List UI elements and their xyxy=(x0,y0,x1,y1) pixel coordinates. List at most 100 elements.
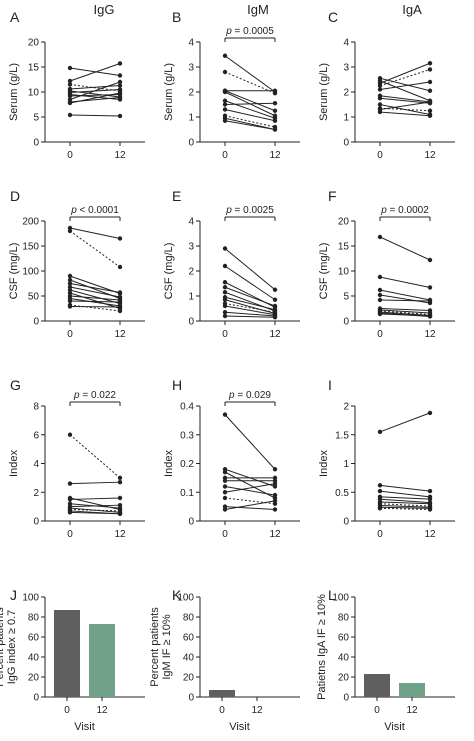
series-line xyxy=(379,97,431,104)
y-tick-label: 4 xyxy=(188,217,194,228)
series-line xyxy=(69,497,121,500)
data-point xyxy=(67,228,73,234)
y-tick-label: 2 xyxy=(343,402,349,413)
data-point xyxy=(272,118,278,123)
x-tick-label: 12 xyxy=(406,705,418,716)
data-point xyxy=(377,234,383,240)
series-line xyxy=(379,501,431,505)
y-axis-label: IgG index ≥ 0.7 xyxy=(6,610,18,685)
pvalue-label: p = 0.029 xyxy=(228,390,271,401)
y-tick-label: 60 xyxy=(338,633,350,644)
data-point xyxy=(377,96,383,101)
data-point xyxy=(272,315,278,320)
series-line xyxy=(224,100,276,119)
y-axis-label: Serum (g/L) xyxy=(163,63,175,121)
pvalue-label: p < 0.0001 xyxy=(70,205,119,216)
data-point xyxy=(222,469,228,475)
x-tick-label: 12 xyxy=(114,529,126,540)
x-axis-label: Visit xyxy=(384,721,405,733)
data-point xyxy=(67,510,73,515)
data-point xyxy=(67,281,73,286)
x-tick-label: 0 xyxy=(67,150,73,161)
data-point xyxy=(377,102,383,107)
y-tick-label: 0 xyxy=(33,138,39,149)
series-line xyxy=(224,296,276,311)
data-point xyxy=(222,297,228,302)
panel-letter: D xyxy=(10,188,20,204)
data-point xyxy=(222,98,228,103)
data-point xyxy=(222,69,228,75)
data-point xyxy=(427,61,433,66)
data-point xyxy=(67,78,73,84)
column-title-igg: IgG xyxy=(94,2,115,17)
y-axis-label: Serum (g/L) xyxy=(8,63,20,121)
y-tick-label: 4 xyxy=(343,38,349,49)
data-point xyxy=(377,429,383,435)
series-line xyxy=(379,507,431,510)
series-line xyxy=(69,286,121,298)
x-tick-label: 12 xyxy=(96,705,108,716)
data-point xyxy=(272,303,278,309)
panel-letter: I xyxy=(328,377,332,393)
series-line xyxy=(224,120,276,130)
x-tick-label: 0 xyxy=(374,705,380,716)
x-tick-label: 0 xyxy=(222,529,228,540)
panel-letter: G xyxy=(10,377,21,393)
series-line xyxy=(69,114,121,117)
data-point xyxy=(67,112,73,118)
data-point xyxy=(272,297,278,302)
data-point xyxy=(222,263,228,269)
series-line xyxy=(379,504,431,508)
y-tick-label: 20 xyxy=(28,673,40,684)
data-point xyxy=(222,507,228,512)
series-line xyxy=(224,414,276,470)
column-title-igm: IgM xyxy=(247,2,269,17)
data-point xyxy=(67,304,73,309)
data-point xyxy=(377,488,383,494)
y-tick-label: 5 xyxy=(343,292,349,303)
x-tick-label: 12 xyxy=(269,329,281,340)
data-point xyxy=(377,287,383,293)
pvalue-label: p = 0.0025 xyxy=(225,205,274,216)
series-line xyxy=(224,506,276,510)
series-line xyxy=(379,503,431,507)
panel-letter: F xyxy=(328,188,337,204)
data-point xyxy=(427,257,433,263)
series-line xyxy=(69,283,121,293)
y-tick-label: 4 xyxy=(33,459,39,470)
panel-letter: H xyxy=(172,377,182,393)
x-tick-label: 0 xyxy=(67,529,73,540)
series-line xyxy=(224,71,276,94)
data-point xyxy=(222,495,228,501)
data-point xyxy=(427,99,433,105)
x-tick-label: 12 xyxy=(424,329,436,340)
data-point xyxy=(222,412,228,417)
data-point xyxy=(117,495,123,501)
data-point xyxy=(117,79,123,85)
y-tick-label: 80 xyxy=(183,613,195,624)
y-tick-label: 3 xyxy=(343,63,349,74)
y-tick-label: 1 xyxy=(343,113,349,124)
data-point xyxy=(272,467,278,472)
data-point xyxy=(67,481,73,486)
y-tick-label: 20 xyxy=(28,38,40,49)
series-line xyxy=(224,486,276,496)
series-line xyxy=(224,90,276,112)
series-line xyxy=(69,289,121,304)
series-line xyxy=(379,101,431,110)
series-line xyxy=(224,115,276,128)
data-point xyxy=(222,102,228,107)
y-tick-label: 1 xyxy=(188,113,194,124)
series-line xyxy=(224,315,276,318)
x-tick-label: 12 xyxy=(114,329,126,340)
y-tick-label: 2 xyxy=(343,88,349,99)
series-line xyxy=(379,276,431,288)
series-line xyxy=(379,490,431,498)
bar xyxy=(54,610,80,697)
data-point xyxy=(427,496,433,502)
y-tick-label: 100 xyxy=(22,593,39,604)
y-tick-label: 1 xyxy=(343,459,349,470)
y-tick-label: 2 xyxy=(33,488,39,499)
data-point xyxy=(222,280,228,285)
